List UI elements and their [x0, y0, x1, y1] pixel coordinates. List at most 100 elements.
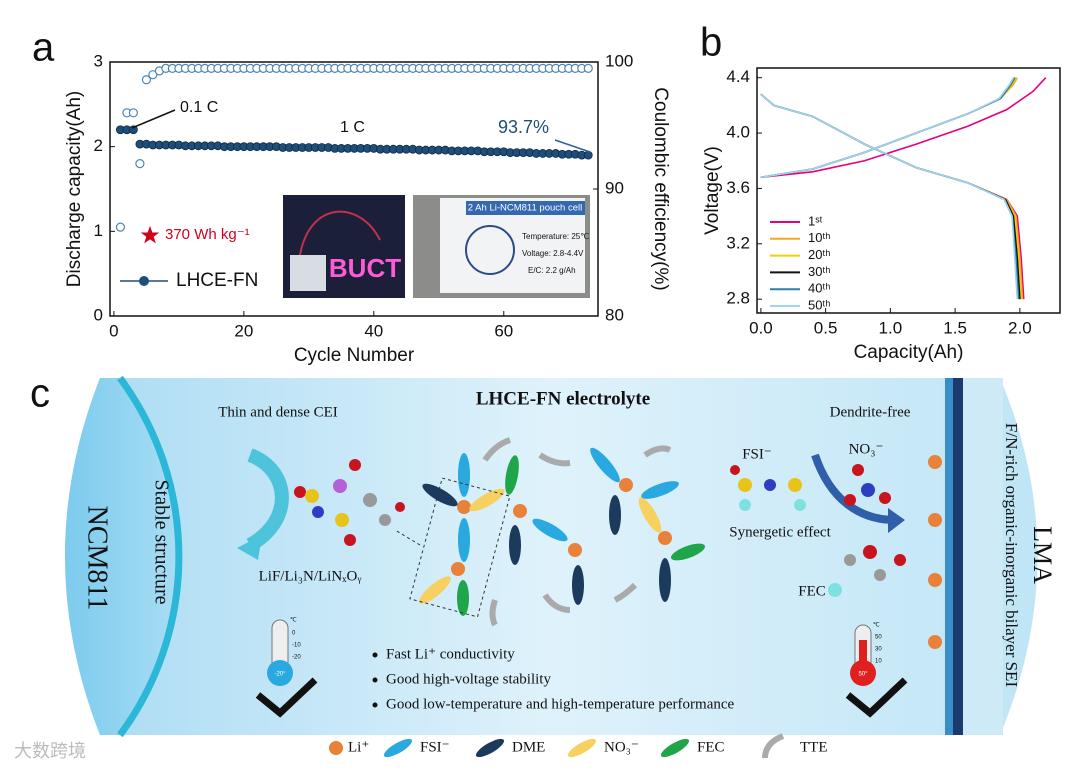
- label: F/N-rich organic-inorganic bilayer SEI: [1002, 423, 1021, 688]
- y-axis-label: Voltage(V): [702, 146, 723, 235]
- pouch-label: [466, 201, 585, 215]
- watermark: 大数跨境: [14, 741, 86, 761]
- title: LHCE-FN electrolyte: [476, 388, 650, 409]
- y-tick-label: 3.6: [726, 178, 750, 197]
- lithium: [963, 378, 1003, 735]
- thermo-tick: 10: [875, 659, 882, 665]
- legend-label: FEC: [697, 739, 725, 755]
- thermo-tick: -20: [292, 655, 301, 661]
- y2-tick-label: 100: [605, 51, 633, 70]
- panel-letter: c: [30, 372, 50, 416]
- data-point: [128, 108, 138, 118]
- x-tick-label: 0.5: [814, 318, 838, 337]
- label: LMA: [1028, 526, 1057, 584]
- label: Synergetic effect: [729, 524, 831, 540]
- x-tick-label: 1.0: [879, 318, 903, 337]
- label: FEC: [798, 583, 826, 599]
- y-tick-label: 2: [94, 136, 103, 155]
- curve: [760, 77, 1017, 179]
- arrow: [554, 139, 591, 153]
- solvent-molecules: [394, 437, 706, 627]
- legend-label: 20ᵗʰ: [808, 247, 830, 262]
- pouch-text: E/C: 2.2 g/Ah: [528, 266, 576, 275]
- x-tick-label: 0.0: [749, 318, 773, 337]
- x-tick-label: 0: [109, 321, 118, 340]
- thermo-reading: 50°: [858, 672, 868, 678]
- cathode: [65, 378, 179, 735]
- thermo-tick: 30: [875, 647, 882, 653]
- legend-label: 30ᵗʰ: [808, 264, 830, 279]
- y-tick-label: 1: [94, 221, 103, 240]
- legend-label: NO₃⁻: [604, 739, 639, 755]
- legend-label: DME: [512, 739, 545, 755]
- panel-letter: a: [32, 26, 55, 70]
- thermo-tick: 50: [875, 635, 882, 641]
- curve: [760, 93, 1019, 300]
- curve: [760, 77, 1047, 179]
- legend-label: 40ᵗʰ: [808, 281, 830, 296]
- thermo-tick: -10: [292, 643, 301, 649]
- label: LiF/Li₃N/LiNₓOᵧ: [259, 568, 362, 584]
- legend-label: Li⁺: [348, 739, 369, 755]
- data-point: [135, 159, 145, 169]
- bullet: Fast Li⁺ conductivity: [386, 646, 515, 662]
- x-tick-label: 20: [234, 321, 253, 340]
- label: Stable structure: [150, 480, 172, 605]
- pouch-text: Temperature: 25℃: [522, 232, 589, 241]
- curve: [760, 93, 1021, 300]
- anion-molecules: [730, 464, 906, 597]
- curve: [760, 93, 1022, 300]
- curve: [760, 77, 1015, 179]
- x-tick-label: 40: [364, 321, 383, 340]
- thermo-unit: ℃: [873, 623, 880, 629]
- arrowhead: [888, 508, 905, 533]
- legend-label: 10ᵗʰ: [808, 230, 830, 245]
- diagram-bg: [65, 378, 1038, 735]
- legend-label: TTE: [800, 739, 828, 755]
- li-ions: [451, 455, 942, 649]
- curve: [760, 93, 1024, 300]
- annotation: 370 Wh kg⁻¹: [165, 226, 250, 243]
- y-tick-label: 4.4: [726, 67, 750, 86]
- x-axis-label: Capacity(Ah): [854, 342, 964, 363]
- y-axis-label: Discharge capacity(Ah): [64, 91, 85, 287]
- y-tick-label: 4.0: [726, 123, 750, 142]
- cei-molecule: [294, 459, 405, 546]
- arrowhead: [237, 535, 262, 560]
- curve: [760, 77, 1016, 179]
- cei-arrow: [246, 448, 289, 552]
- x-tick-label: 60: [494, 321, 513, 340]
- x-tick-label: 1.5: [943, 318, 967, 337]
- annotation: 93.7%: [498, 117, 549, 137]
- led-text: BUCT: [329, 253, 401, 283]
- sei-layer: [945, 378, 953, 735]
- legend-marker: [139, 276, 149, 286]
- pouch-title: 2 Ah Li-NCM811 pouch cell: [468, 203, 582, 214]
- data-point: [115, 222, 125, 232]
- y2-axis-label: Coulombic efficiency(%): [650, 87, 671, 290]
- legend-label: 50ᵗʰ: [808, 297, 830, 312]
- y-tick-label: 3: [94, 51, 103, 70]
- panel-letter: b: [700, 21, 722, 65]
- thermometers: [255, 619, 908, 718]
- star: [140, 226, 160, 244]
- x-axis-label: Cycle Number: [294, 345, 415, 366]
- label: NO₃⁻: [849, 441, 884, 457]
- legend-label: FSI⁻: [420, 739, 450, 755]
- wire: [299, 210, 381, 256]
- thermo-text: ℃ 0 -10 -20 -20° ℃ 50 30 10 50°: [274, 618, 882, 678]
- bullet: Good low-temperature and high-temperatur…: [386, 696, 735, 712]
- bullet: Good high-voltage stability: [386, 671, 551, 687]
- y-tick-label: 0: [94, 305, 103, 324]
- curve: [760, 77, 1016, 179]
- label: Dendrite-free: [830, 404, 911, 420]
- y-tick-label: 3.2: [726, 233, 750, 252]
- sei-layer: [953, 378, 963, 735]
- data-point: [141, 75, 151, 85]
- curve: [760, 77, 1018, 179]
- diagram-text: Thin and dense CEI LHCE-FN electrolyte D…: [82, 388, 1057, 755]
- photo-cell: [290, 255, 326, 291]
- diagram-legend-marks: [329, 733, 785, 759]
- annotation: 0.1 C: [180, 99, 218, 116]
